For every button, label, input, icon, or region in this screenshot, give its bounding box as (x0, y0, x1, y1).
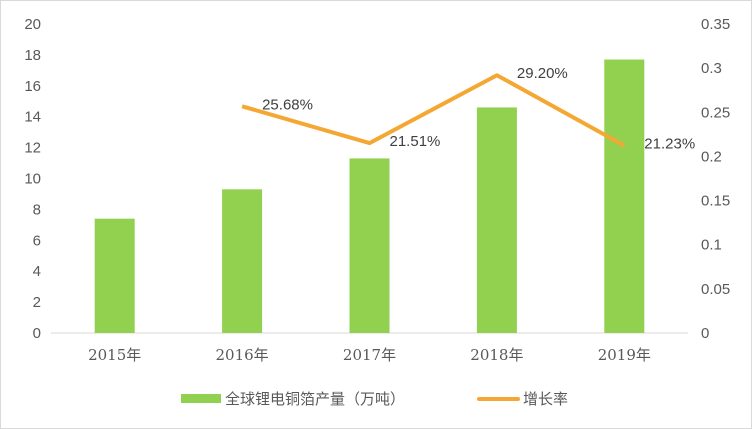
bar (349, 158, 390, 333)
right-axis-tick-label: 0.25 (701, 104, 730, 121)
x-axis-category-label: 2016年 (216, 346, 269, 364)
bar (222, 189, 263, 333)
left-axis-tick-label: 16 (24, 78, 41, 95)
x-axis-category-label: 2017年 (343, 346, 396, 364)
right-axis-tick-label: 0.05 (701, 281, 730, 298)
left-axis-tick-label: 6 (33, 232, 41, 249)
growth-rate-line (241, 73, 626, 148)
left-axis-tick-label: 20 (24, 16, 41, 33)
x-axis-category-label: 2018年 (470, 346, 523, 364)
bar (476, 107, 517, 334)
legend-label-line: 增长率 (523, 390, 568, 408)
right-axis-tick-label: 0.1 (701, 237, 722, 254)
left-axis-tick-label: 4 (33, 263, 41, 280)
x-axis-category-label: 2015年 (88, 346, 141, 364)
left-axis-tick-label: 2 (33, 294, 41, 311)
legend-label-bar: 全球锂电铜箔产量（万吨） (225, 390, 405, 408)
data-label: 21.51% (390, 133, 441, 150)
right-axis-tick-label: 0.35 (701, 16, 730, 33)
left-axis-tick-label: 14 (24, 109, 41, 126)
right-axis-tick-label: 0 (701, 325, 709, 342)
left-axis-tick-label: 18 (24, 47, 41, 64)
right-axis-tick-label: 0.15 (701, 193, 730, 210)
data-label: 29.20% (517, 65, 568, 82)
left-axis-tick-label: 0 (33, 325, 41, 342)
left-axis-tick-label: 12 (24, 140, 41, 157)
bar (604, 59, 645, 333)
right-axis-tick-label: 0.2 (701, 148, 722, 165)
data-label: 25.68% (262, 96, 313, 113)
x-axis-category-label: 2019年 (598, 346, 651, 364)
left-axis-tick-label: 8 (33, 201, 41, 218)
data-label: 21.23% (644, 136, 695, 153)
right-axis-tick-label: 0.3 (701, 60, 722, 77)
bar (94, 218, 135, 333)
left-axis-tick-label: 10 (24, 171, 41, 188)
legend-swatch-bar (181, 394, 221, 403)
